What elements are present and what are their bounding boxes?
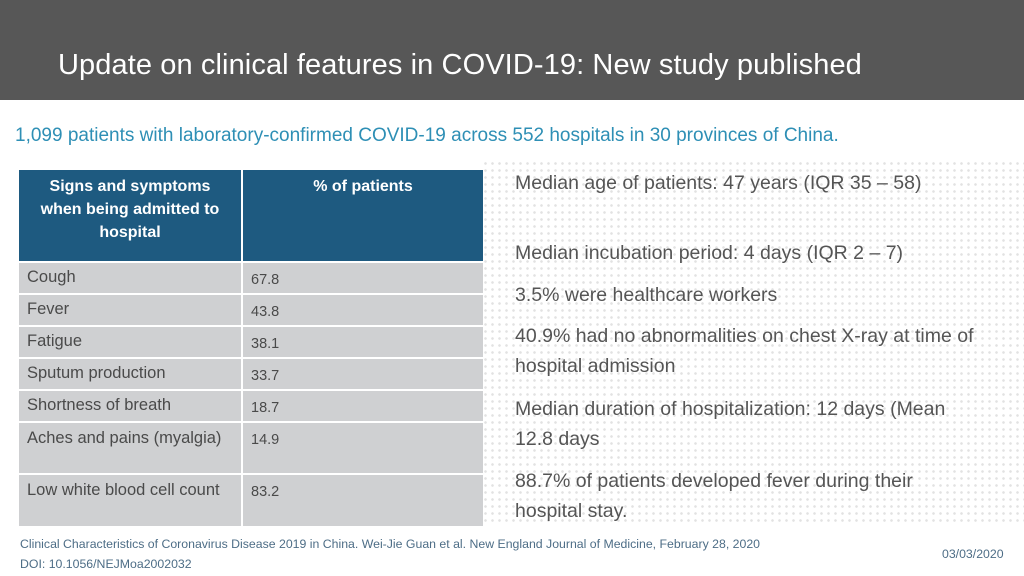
- symptom-percent: 33.7: [242, 357, 483, 390]
- citation-reference: Clinical Characteristics of Coronavirus …: [20, 537, 761, 551]
- table-row: Fever 43.8: [19, 293, 483, 326]
- symptom-name: Aches and pains (myalgia): [19, 421, 243, 474]
- table-row: Cough 67.8: [19, 261, 483, 294]
- citation-doi: DOI: 10.1056/NEJMoa2002032: [20, 557, 192, 571]
- table-row: Fatigue 38.1: [19, 325, 483, 358]
- symptom-percent: 14.9: [242, 421, 483, 474]
- dotted-background-pattern: [482, 160, 1024, 524]
- fact-median-age: Median age of patients: 47 years (IQR 35…: [515, 172, 922, 194]
- column-header-symptoms: Signs and symptoms when being admitted t…: [19, 170, 243, 262]
- slide-title: Update on clinical features in COVID-19:…: [58, 49, 862, 81]
- table-row: Sputum production 33.7: [19, 357, 483, 390]
- citation: Clinical Characteristics of Coronavirus …: [20, 534, 760, 574]
- slide-header: Update on clinical features in COVID-19:…: [0, 0, 1024, 100]
- symptom-percent: 18.7: [242, 389, 483, 422]
- symptom-name: Cough: [19, 261, 243, 294]
- symptoms-table: Signs and symptoms when being admitted t…: [19, 170, 483, 526]
- table-row: Low white blood cell count 83.2: [19, 473, 483, 526]
- symptom-percent: 43.8: [242, 293, 483, 326]
- fact-hospitalization-duration: Median duration of hospitalization: 12 d…: [515, 398, 946, 450]
- column-header-percent: % of patients: [242, 170, 483, 262]
- table-header-row: Signs and symptoms when being admitted t…: [19, 170, 483, 262]
- table-row: Shortness of breath 18.7: [19, 389, 483, 422]
- symptom-percent: 83.2: [242, 473, 483, 526]
- symptom-percent: 38.1: [242, 325, 483, 358]
- symptom-name: Sputum production: [19, 357, 243, 390]
- symptom-percent: 67.8: [242, 261, 483, 294]
- fact-chest-xray: 40.9% had no abnormalities on chest X-ra…: [515, 325, 974, 377]
- symptom-name: Fatigue: [19, 325, 243, 358]
- slide-date: 03/03/2020: [942, 547, 1004, 561]
- symptoms-table-container: Signs and symptoms when being admitted t…: [19, 170, 483, 526]
- fact-healthcare-workers: 3.5% were healthcare workers: [515, 284, 778, 306]
- symptom-name: Low white blood cell count: [19, 473, 243, 526]
- symptom-name: Fever: [19, 293, 243, 326]
- study-summary: 1,099 patients with laboratory-confirmed…: [15, 125, 839, 146]
- table-row: Aches and pains (myalgia) 14.9: [19, 421, 483, 474]
- fact-fever-during-stay: 88.7% of patients developed fever during…: [515, 470, 913, 522]
- symptom-name: Shortness of breath: [19, 389, 243, 422]
- fact-incubation-period: Median incubation period: 4 days (IQR 2 …: [515, 242, 904, 264]
